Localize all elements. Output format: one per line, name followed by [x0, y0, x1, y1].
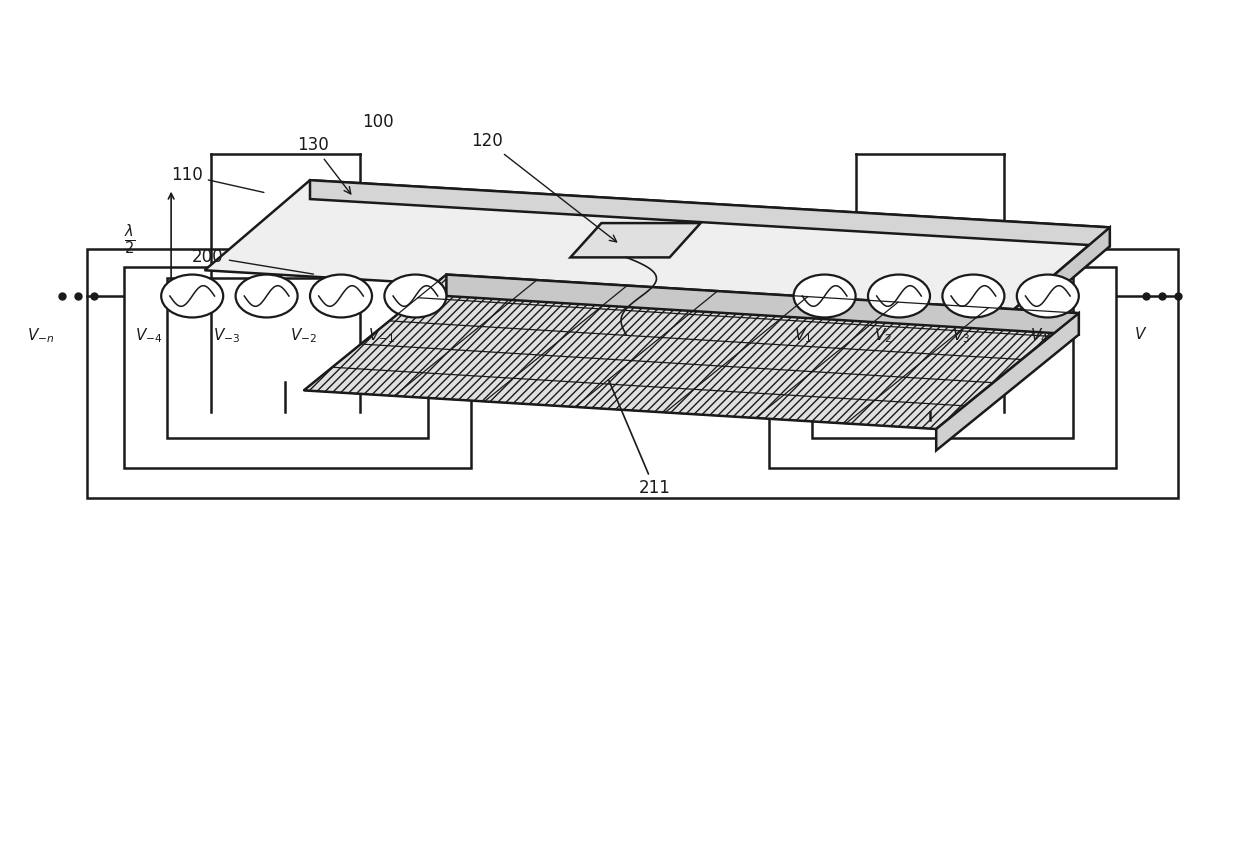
- Bar: [124, 267, 471, 468]
- Circle shape: [794, 275, 856, 317]
- Text: 211: 211: [609, 380, 671, 498]
- Bar: [87, 249, 1178, 498]
- Polygon shape: [1004, 227, 1110, 336]
- Text: $V_{-n}$: $V_{-n}$: [27, 326, 55, 345]
- Polygon shape: [570, 223, 701, 257]
- Text: $V_{2}$: $V_{2}$: [874, 326, 892, 345]
- Bar: [167, 278, 428, 438]
- Text: $V_{-1}$: $V_{-1}$: [368, 326, 396, 345]
- Text: $V_{1}$: $V_{1}$: [795, 326, 812, 345]
- Polygon shape: [446, 275, 1079, 335]
- Text: 100: 100: [362, 113, 394, 130]
- Circle shape: [868, 275, 930, 317]
- Circle shape: [236, 275, 298, 317]
- Text: 200: 200: [192, 248, 314, 274]
- Text: $V_{-2}$: $V_{-2}$: [290, 326, 317, 345]
- Text: $\frac{\lambda}{2}$: $\frac{\lambda}{2}$: [124, 223, 136, 257]
- Text: 130: 130: [298, 136, 351, 194]
- Polygon shape: [936, 313, 1079, 450]
- Circle shape: [161, 275, 223, 317]
- Text: $V_{4}$: $V_{4}$: [1030, 326, 1048, 345]
- Circle shape: [1017, 275, 1079, 317]
- Circle shape: [384, 275, 446, 317]
- Circle shape: [942, 275, 1004, 317]
- Polygon shape: [304, 275, 1079, 429]
- Text: $V$: $V$: [1135, 326, 1147, 342]
- Polygon shape: [205, 180, 1110, 317]
- Text: 120: 120: [471, 132, 616, 242]
- Bar: [769, 267, 1116, 468]
- Bar: [812, 278, 1073, 438]
- Circle shape: [310, 275, 372, 317]
- Text: $V_{3}$: $V_{3}$: [952, 326, 970, 345]
- Text: 110: 110: [171, 166, 264, 192]
- Polygon shape: [310, 180, 1110, 246]
- Text: $V_{-4}$: $V_{-4}$: [135, 326, 162, 345]
- Text: $V_{-3}$: $V_{-3}$: [213, 326, 241, 345]
